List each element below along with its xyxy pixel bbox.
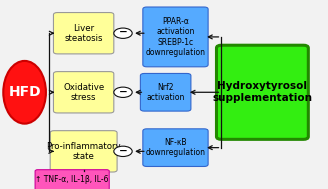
Text: Nrf2
activation: Nrf2 activation [147,83,185,102]
Ellipse shape [3,61,46,124]
Text: −: − [119,86,127,96]
Text: −: − [119,27,127,37]
Text: Liver
steatosis: Liver steatosis [64,23,103,43]
FancyBboxPatch shape [53,12,114,54]
Text: HFD: HFD [8,85,41,99]
Text: Pro-inflammatory
state: Pro-inflammatory state [46,142,121,161]
FancyBboxPatch shape [143,7,208,67]
FancyBboxPatch shape [50,131,117,172]
Text: ↑ TNF-α, IL-1β, IL-6: ↑ TNF-α, IL-1β, IL-6 [35,175,109,184]
Text: −: − [119,145,127,155]
Circle shape [114,28,132,38]
FancyBboxPatch shape [53,72,114,113]
Text: NF-κB
downregulation: NF-κB downregulation [146,138,205,157]
Text: PPAR-α
activation
SREBP-1c
downregulation: PPAR-α activation SREBP-1c downregulatio… [146,17,205,57]
Text: Hydroxytyrosol
supplementation: Hydroxytyrosol supplementation [213,81,312,103]
Circle shape [114,146,132,156]
FancyBboxPatch shape [35,170,109,189]
Text: Oxidative
stress: Oxidative stress [63,83,104,102]
FancyBboxPatch shape [140,74,191,111]
FancyBboxPatch shape [143,129,208,167]
Circle shape [114,87,132,98]
FancyBboxPatch shape [216,45,308,139]
